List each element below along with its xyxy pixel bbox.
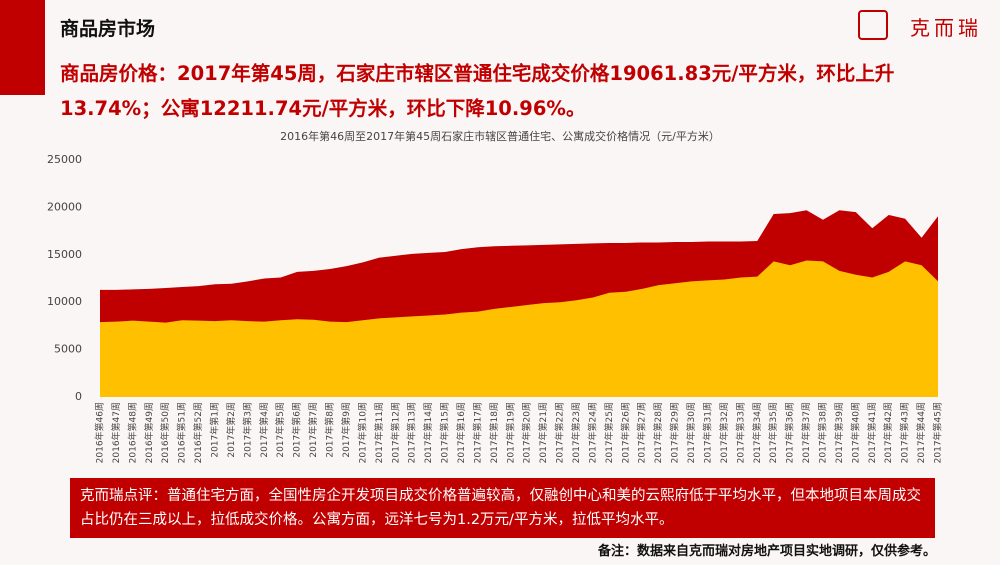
x-tick-label: 2017年第32周 [718,402,730,463]
x-tick-label: 2017年第1周 [209,402,221,458]
x-tick-label: 2017年第15周 [439,402,451,463]
x-tick-label: 2017年第19周 [504,402,516,463]
header-title: 商品房市场 [60,18,156,40]
x-tick-label: 2017年第30周 [685,402,697,463]
x-tick-label: 2016年第49周 [143,402,155,463]
x-tick-label: 2017年第43周 [899,402,911,463]
y-tick-label: 20000 [47,200,82,213]
x-tick-label: 2016年第52周 [192,402,204,463]
x-tick-label: 2017年第9周 [340,402,352,458]
x-tick-label: 2017年第2周 [225,402,237,458]
x-tick-label: 2017年第41周 [866,402,878,463]
footnote: 备注：数据来自克而瑞对房地产项目实地调研，仅供参考。 [597,544,936,559]
x-tick-label: 2017年第36周 [784,402,796,463]
x-tick-label: 2017年第7周 [307,402,319,458]
x-tick-label: 2017年第28周 [652,402,664,463]
logo-icon [858,10,888,40]
x-tick-label: 2016年第48周 [126,402,138,463]
x-tick-label: 2017年第42周 [882,402,894,463]
x-tick-label: 2017年第27周 [636,402,648,463]
x-tick-label: 2017年第10周 [356,402,368,463]
x-tick-label: 2017年第44周 [915,402,927,463]
x-tick-label: 2017年第21周 [537,402,549,463]
x-tick-label: 2017年第24周 [586,402,598,463]
x-tick-label: 2017年第18周 [488,402,500,463]
x-tick-label: 2017年第11周 [373,402,385,463]
x-tick-label: 2017年第5周 [274,402,286,458]
x-tick-label: 2017年第45周 [932,402,944,463]
accent-bar [0,0,45,95]
x-tick-label: 2017年第40周 [849,402,861,463]
x-tick-label: 2017年第33周 [734,402,746,463]
x-tick-label: 2017年第20周 [521,402,533,463]
y-tick-label: 15000 [47,248,82,261]
x-tick-label: 2017年第22周 [554,402,566,463]
x-tick-label: 2017年第37周 [800,402,812,463]
x-tick-label: 2017年第12周 [389,402,401,463]
x-tick-label: 2017年第31周 [701,402,713,463]
y-tick-label: 5000 [54,343,82,356]
x-tick-label: 2017年第26周 [619,402,631,463]
x-tick-label: 2017年第16周 [455,402,467,463]
x-tick-label: 2017年第3周 [241,402,253,458]
x-tick-label: 2017年第25周 [603,402,615,463]
comment-box: 克而瑞点评：普通住宅方面，全国性房企开发项目成交价格普遍较高，仅融创中心和美的云… [70,478,935,538]
x-tick-label: 2016年第47周 [110,402,122,463]
chart-title: 2016年第46周至2017年第45周石家庄市辖区普通住宅、公寓成交价格情况（元… [280,129,720,143]
x-tick-label: 2017年第17周 [471,402,483,463]
x-tick-label: 2017年第38周 [816,402,828,463]
x-tick-label: 2017年第39周 [833,402,845,463]
x-tick-label: 2017年第34周 [751,402,763,463]
y-tick-label: 10000 [47,295,82,308]
x-tick-label: 2016年第51周 [176,402,188,463]
x-tick-label: 2017年第4周 [258,402,270,458]
x-tick-label: 2017年第29周 [669,402,681,463]
x-tick-label: 2017年第8周 [324,402,336,458]
x-tick-label: 2017年第14周 [422,402,434,463]
area [100,260,938,397]
x-tick-label: 2017年第13周 [406,402,418,463]
x-tick-label: 2016年第46周 [94,402,106,463]
headline: 商品房价格：2017年第45周，石家庄市辖区普通住宅成交价格19061.83元/… [60,62,895,120]
logo: 克而瑞 [910,16,982,40]
x-tick-label: 2016年第50周 [159,402,171,463]
y-tick-label: 0 [75,390,82,403]
x-tick-label: 2017年第6周 [291,402,303,458]
y-tick-label: 25000 [47,153,82,166]
x-tick-label: 2017年第35周 [767,402,779,463]
x-tick-label: 2017年第23周 [570,402,582,463]
